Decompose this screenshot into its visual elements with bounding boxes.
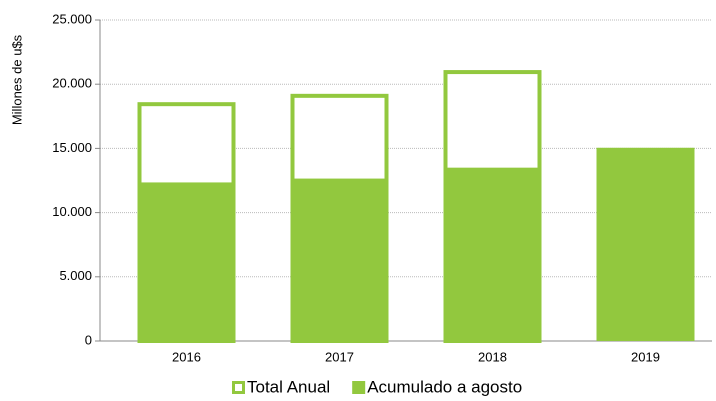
- bar: [443, 167, 542, 341]
- bar: [290, 178, 389, 341]
- x-tick-label: 2019: [631, 349, 660, 364]
- y-tick-label: 0: [85, 332, 92, 347]
- y-axis-label: Millones de u$s: [9, 34, 24, 125]
- x-tick-label: 2018: [478, 349, 507, 364]
- x-tick-label: 2017: [325, 349, 354, 364]
- y-tick-label: 25.000: [52, 11, 92, 26]
- legend-label: Acumulado a agosto: [367, 377, 522, 396]
- y-tick-label: 5.000: [59, 268, 92, 283]
- x-tick-label: 2016: [172, 349, 201, 364]
- bar: [137, 182, 236, 341]
- legend-swatch: [232, 381, 245, 394]
- legend-swatch: [352, 381, 366, 394]
- y-tick-label: 15.000: [52, 140, 92, 155]
- y-tick-label: 10.000: [52, 204, 92, 219]
- bar: [596, 147, 695, 341]
- legend-label: Total Anual: [247, 377, 330, 396]
- y-tick-label: 20.000: [52, 76, 92, 91]
